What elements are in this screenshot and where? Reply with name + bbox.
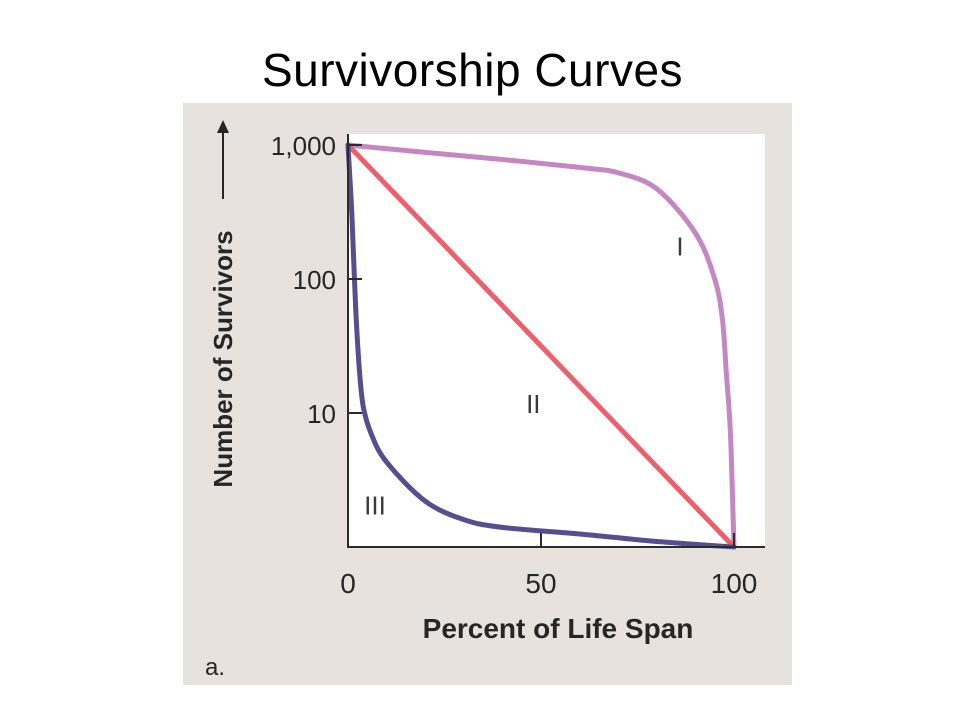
y-axis-arrow-head <box>217 120 229 133</box>
x-tick-label: 0 <box>340 568 356 599</box>
y-tick-label: 10 <box>307 399 336 429</box>
y-axis-label-group: Number of Survivors <box>208 120 238 488</box>
y-tick-label: 1,000 <box>271 131 336 161</box>
curve-label-i: I <box>676 231 683 261</box>
curve-i <box>345 142 737 550</box>
plot-area <box>348 134 765 547</box>
curve-label-iii: III <box>364 490 386 520</box>
curve-ii <box>345 142 737 550</box>
x-tick-label: 100 <box>711 568 758 599</box>
panel-label: a. <box>205 654 225 681</box>
curve-label-ii: II <box>526 389 540 419</box>
x-tick-label: 50 <box>525 568 556 599</box>
figure-panel: I II III 1,000 100 10 0 50 100 Number of Survi… <box>183 103 792 685</box>
slide-title: Survivorship Curves <box>261 44 684 96</box>
y-axis-label: Number of Survivors <box>208 230 238 487</box>
y-tick-label: 100 <box>293 265 336 295</box>
x-ticks: 0 50 100 <box>340 533 757 599</box>
curve-iii <box>345 142 737 550</box>
y-ticks: 1,000 100 10 <box>271 131 362 429</box>
x-axis-label: Percent of Life Span <box>423 613 694 644</box>
